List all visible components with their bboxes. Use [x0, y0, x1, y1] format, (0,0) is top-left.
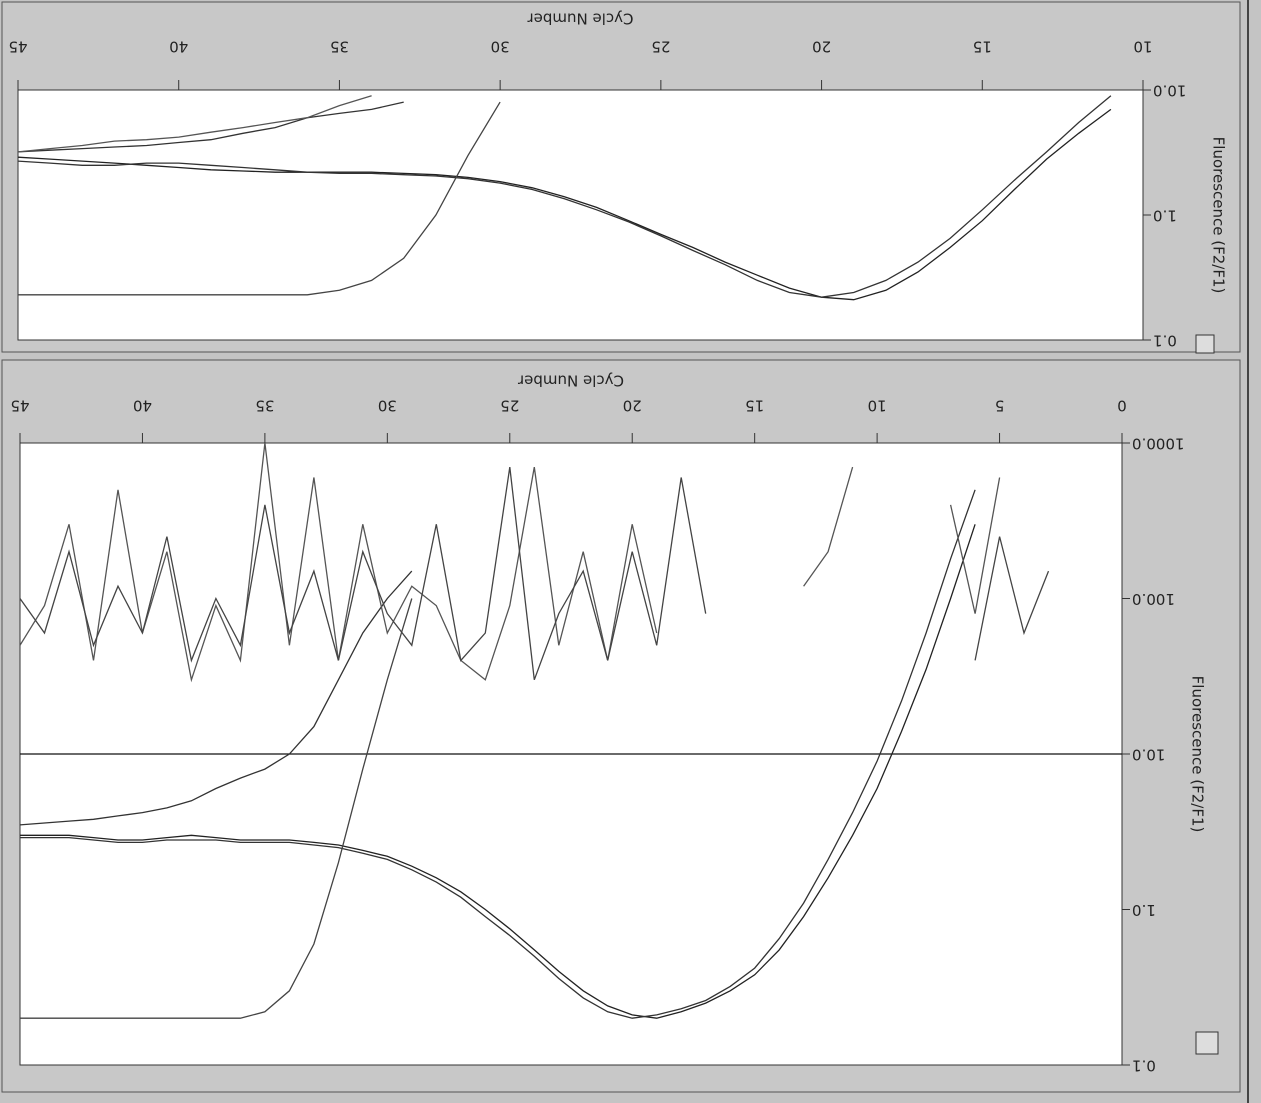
x-tick-label: 10	[868, 397, 887, 415]
x-tick-label: 5	[995, 397, 1005, 415]
x-tick-label: 25	[651, 38, 670, 56]
y-tick-label: 10.0	[1132, 746, 1165, 764]
y-tick-label: 10.0	[1153, 82, 1186, 100]
y-tick-label: 1.0	[1132, 901, 1156, 919]
data-line	[18, 101, 501, 296]
x-tick-label: 35	[330, 38, 349, 56]
y-tick-label: 1000.0	[1132, 435, 1185, 453]
x-tick-label: 0	[1117, 397, 1127, 415]
x-tick-label: 35	[255, 397, 274, 415]
data-line	[18, 95, 1112, 298]
data-line	[20, 467, 1050, 681]
x-tick-label: 20	[623, 397, 642, 415]
x-tick-label: 15	[745, 397, 764, 415]
y-tick-label: 100.0	[1132, 590, 1175, 608]
panel-icon[interactable]	[1195, 1031, 1219, 1055]
data-line	[20, 489, 976, 1019]
x-axis-title: Cycle Number	[527, 10, 634, 28]
data-line	[20, 570, 413, 826]
x-tick-label: 10	[1133, 38, 1152, 56]
y-axis-title: Fluorescence (F2/F1)	[1210, 137, 1228, 294]
x-tick-label: 30	[378, 397, 397, 415]
x-tick-label: 45	[10, 397, 29, 415]
data-line	[18, 95, 372, 153]
panel-icon[interactable]	[1195, 334, 1215, 354]
x-axis-title: Cycle Number	[517, 372, 624, 390]
y-tick-label: 1.0	[1153, 207, 1177, 225]
y-tick-label: 0.1	[1153, 332, 1177, 350]
x-tick-label: 30	[491, 38, 510, 56]
y-tick-label: 0.1	[1132, 1057, 1156, 1075]
x-tick-label: 15	[973, 38, 992, 56]
data-line	[20, 598, 413, 1019]
x-tick-label: 40	[133, 397, 152, 415]
x-tick-label: 25	[500, 397, 519, 415]
x-tick-label: 40	[169, 38, 188, 56]
data-line	[18, 108, 1112, 301]
x-tick-label: 20	[812, 38, 831, 56]
plot-area	[17, 89, 1144, 341]
y-axis-title: Fluorescence (F2/F1)	[1189, 676, 1207, 833]
x-tick-label: 45	[8, 38, 27, 56]
data-line	[18, 101, 404, 153]
data-line	[20, 524, 976, 1019]
